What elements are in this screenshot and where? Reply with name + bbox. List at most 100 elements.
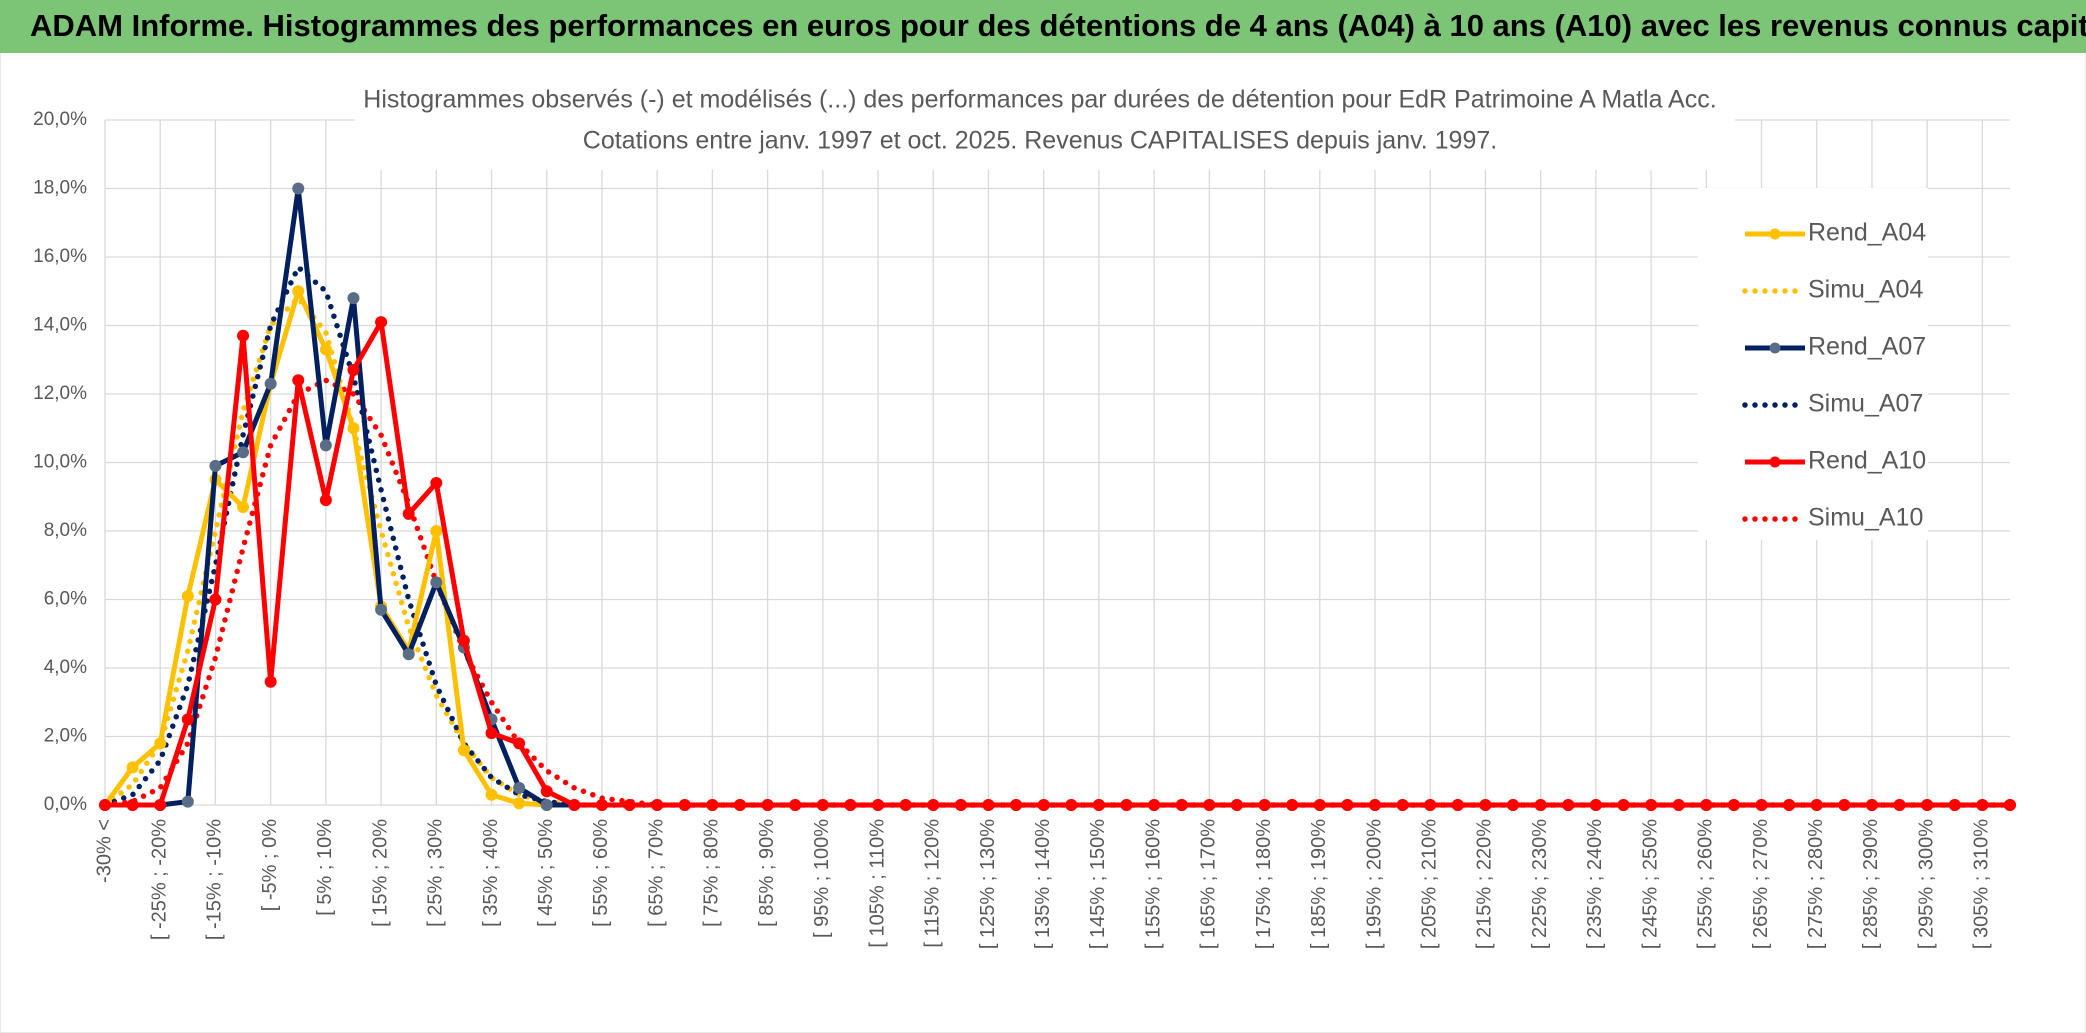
point	[126, 799, 139, 811]
y-tick-label: 18,0%	[33, 178, 87, 199]
x-tick-label: [ 295% ; 300%	[1915, 819, 1937, 949]
point	[513, 797, 526, 810]
y-tick-label: 14,0%	[33, 315, 87, 336]
point	[540, 799, 553, 811]
legend-bg	[1698, 188, 1928, 540]
point	[264, 377, 277, 390]
point	[1948, 799, 1961, 811]
point	[319, 439, 332, 452]
banner: ADAM Informe. Histogrammes des performan…	[30, 8, 2086, 43]
point	[706, 799, 719, 811]
point	[292, 374, 305, 387]
x-tick-label: [ 185% ; 190%	[1308, 819, 1330, 949]
x-tick-label: [ 225% ; 230%	[1529, 819, 1551, 949]
point	[1341, 799, 1354, 811]
x-tick-label: [ 35% ; 40%	[480, 819, 502, 927]
y-tick-label: 16,0%	[33, 246, 87, 267]
point	[402, 648, 415, 661]
legend-label: Rend_A07	[1808, 333, 1926, 361]
x-tick-label: [ 95% ; 100%	[811, 819, 833, 938]
point	[430, 477, 443, 490]
x-tick-label: [ 155% ; 160%	[1142, 819, 1164, 949]
point	[1700, 799, 1713, 811]
y-tick-label: 2,0%	[44, 726, 87, 747]
x-tick-label: [ 55% ; 60%	[590, 819, 612, 927]
x-tick-label: [ 115% ; 120%	[922, 819, 944, 948]
title-bg	[355, 80, 1735, 170]
point	[927, 799, 940, 811]
point	[1369, 799, 1381, 811]
series-line	[105, 319, 2010, 808]
point	[1672, 799, 1685, 811]
point	[237, 501, 250, 514]
x-tick-label: [ 105% ; 110%	[866, 819, 888, 948]
x-tick-label: [ 85% ; 90%	[756, 819, 778, 927]
point	[1562, 799, 1575, 811]
point	[982, 799, 995, 811]
x-tick-label: [ 5% ; 10%	[314, 819, 336, 916]
point	[485, 727, 498, 740]
point	[623, 799, 636, 811]
x-tick-label: [ 305% ; 310%	[1971, 819, 1993, 949]
point	[540, 785, 553, 798]
point	[154, 737, 167, 750]
x-tick-label: [ 215% ; 220%	[1474, 819, 1496, 949]
point	[1727, 799, 1740, 811]
point	[237, 446, 250, 459]
point	[789, 799, 802, 811]
point	[844, 799, 857, 811]
x-tick-label: [ 275% ; 280%	[1805, 819, 1827, 949]
y-tick-label: 8,0%	[44, 520, 87, 541]
point	[402, 507, 415, 520]
point	[1865, 799, 1878, 811]
point	[1976, 799, 1989, 811]
point	[1313, 799, 1326, 811]
x-tick-label: -30% <	[93, 819, 115, 883]
point	[513, 737, 526, 750]
point	[1645, 799, 1658, 811]
legend-label: Simu_A10	[1808, 504, 1923, 532]
point	[1755, 799, 1768, 811]
chart-title: Histogrammes observés (-) et modélisés (…	[363, 86, 1716, 114]
x-tick-label: [ 255% ; 260%	[1695, 819, 1717, 949]
point	[568, 799, 581, 811]
x-tick-label: [ 125% ; 130%	[977, 819, 999, 949]
point	[1120, 799, 1133, 811]
point	[1037, 799, 1050, 811]
point	[1507, 799, 1520, 811]
point	[1230, 799, 1243, 811]
point	[595, 799, 608, 811]
plot: -30% < [ -25% ; -20% [ -15% ; -10% [ -5% ; …	[33, 109, 2016, 949]
point	[181, 590, 194, 603]
point	[1451, 799, 1464, 811]
point	[292, 285, 305, 298]
y-tick-label: 12,0%	[33, 383, 87, 404]
x-tick-label: [ 195% ; 200%	[1363, 819, 1385, 949]
x-tick-label: [ 165% ; 170%	[1198, 819, 1220, 949]
point	[816, 799, 829, 811]
x-tick-label: [ -5% ; 0%	[259, 819, 281, 911]
point	[899, 799, 912, 811]
point	[734, 799, 746, 811]
legend: Rend_A04 Simu_A04 Rend_A07 Simu_A07 Rend_A10…	[1698, 188, 1928, 540]
point	[375, 603, 388, 616]
point	[1921, 799, 1934, 811]
point	[485, 788, 498, 801]
point	[347, 292, 360, 305]
point	[1203, 799, 1216, 811]
x-tick-label: [ 135% ; 140%	[1032, 819, 1054, 949]
chart-subtitle: Cotations entre janv. 1997 et oct. 2025.…	[583, 127, 1497, 155]
point	[1065, 799, 1078, 811]
point	[264, 675, 277, 688]
x-tick-label: [ 145% ; 150%	[1087, 819, 1109, 949]
legend-label: Rend_A04	[1808, 219, 1926, 247]
point	[154, 799, 167, 811]
y-tick-label: 0,0%	[44, 794, 87, 815]
x-tick-label: [ 175% ; 180%	[1253, 819, 1275, 949]
point	[1092, 799, 1105, 811]
point	[292, 182, 305, 195]
point	[319, 494, 332, 507]
point	[1424, 799, 1437, 811]
legend-label: Simu_A07	[1808, 390, 1923, 418]
